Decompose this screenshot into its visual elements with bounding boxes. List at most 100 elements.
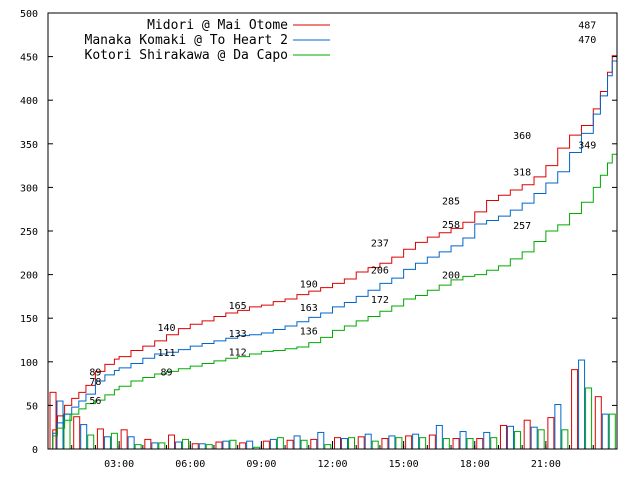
y-tick-label: 0 xyxy=(32,445,38,456)
hourly-bar xyxy=(388,435,396,450)
hourly-bar xyxy=(198,443,206,450)
hourly-bar xyxy=(80,424,88,450)
hourly-bar xyxy=(87,434,95,450)
point-label: 200 xyxy=(442,271,460,282)
point-label: 190 xyxy=(300,279,318,290)
x-tick-label: 12:00 xyxy=(317,459,347,470)
hourly-bar xyxy=(341,438,348,450)
series-line xyxy=(48,144,618,450)
hourly-bar xyxy=(459,431,467,450)
hourly-bar xyxy=(357,436,365,450)
hourly-bar xyxy=(317,431,325,450)
y-tick-label: 350 xyxy=(20,140,38,151)
hourly-bar xyxy=(428,434,436,450)
hourly-bar xyxy=(476,438,484,450)
hourly-bar xyxy=(585,387,593,450)
y-tick-label: 200 xyxy=(20,271,38,282)
hourly-bar xyxy=(513,431,521,450)
point-label: 111 xyxy=(158,348,176,359)
series-line xyxy=(48,39,618,450)
plot-frame xyxy=(47,12,618,450)
point-label: 237 xyxy=(371,238,389,249)
hourly-bar xyxy=(435,424,443,450)
hourly-bar xyxy=(134,444,142,450)
hourly-bar xyxy=(499,424,507,450)
hourly-bar xyxy=(405,435,413,450)
point-label: 487 xyxy=(578,20,596,31)
hourly-bar xyxy=(120,429,128,450)
hourly-bar xyxy=(222,440,230,450)
hourly-bar xyxy=(578,359,586,450)
point-label: 89 xyxy=(161,367,173,378)
y-tick-label: 100 xyxy=(20,358,38,369)
hourly-bar xyxy=(110,432,118,450)
hourly-bar xyxy=(205,444,213,450)
cumulative-lines xyxy=(48,24,618,450)
hourly-bar xyxy=(348,437,355,450)
x-tick-label: 15:00 xyxy=(389,459,419,470)
y-tick-label: 50 xyxy=(26,401,38,412)
point-label: 140 xyxy=(158,323,176,334)
x-tick-label: 18:00 xyxy=(460,459,490,470)
legend-label: Midori @ Mai Otome xyxy=(147,18,288,33)
hourly-bar xyxy=(246,440,254,450)
point-label: 165 xyxy=(229,301,247,312)
hourly-bar xyxy=(215,441,223,450)
hourly-bar xyxy=(594,396,602,450)
hourly-bar xyxy=(547,417,555,450)
hourly-bar xyxy=(269,438,277,450)
point-label: 172 xyxy=(371,295,389,306)
hourly-bar xyxy=(419,437,427,450)
point-label: 257 xyxy=(513,221,531,232)
y-tick-label: 450 xyxy=(20,53,38,64)
hourly-bar xyxy=(73,416,81,450)
x-tick-label: 21:00 xyxy=(531,459,561,470)
hourly-bar xyxy=(530,426,538,450)
y-tick-label: 250 xyxy=(20,227,38,238)
hourly-bar xyxy=(191,443,199,450)
point-label: 112 xyxy=(229,347,247,358)
hourly-bar xyxy=(144,438,152,450)
hourly-bar xyxy=(571,369,579,450)
point-label: 318 xyxy=(513,168,531,179)
point-label: 349 xyxy=(578,141,596,152)
hourly-bar xyxy=(158,442,166,450)
x-tick-label: 09:00 xyxy=(246,459,276,470)
hourly-bar xyxy=(537,429,545,450)
hourly-bar xyxy=(286,439,294,450)
hourly-bar xyxy=(276,437,284,450)
point-label: 470 xyxy=(578,35,596,46)
series-line xyxy=(48,24,618,450)
hourly-bar xyxy=(229,439,237,450)
hourly-bar xyxy=(554,404,562,450)
point-label: 78 xyxy=(89,377,101,388)
hourly-bar xyxy=(371,440,379,450)
hourly-bar xyxy=(412,433,420,450)
hourly-bar xyxy=(364,433,372,450)
hourly-bar xyxy=(239,442,247,450)
x-tick-label: 06:00 xyxy=(175,459,205,470)
point-label: 258 xyxy=(442,220,460,231)
point-label: 360 xyxy=(513,131,531,142)
hourly-bar xyxy=(151,442,159,450)
y-tick-label: 400 xyxy=(20,96,38,107)
hourly-bar xyxy=(300,439,308,450)
point-label: 285 xyxy=(442,196,460,207)
hourly-bar xyxy=(324,444,332,450)
hourly-bar xyxy=(127,436,135,450)
y-tick-label: 300 xyxy=(20,183,38,194)
hourly-bars xyxy=(49,359,616,450)
x-tick-label: 03:00 xyxy=(104,459,134,470)
hourly-bar xyxy=(523,419,531,450)
hourly-bar xyxy=(175,441,183,450)
point-label: 56 xyxy=(89,396,101,407)
point-label: 206 xyxy=(371,265,389,276)
hourly-bar xyxy=(452,438,460,450)
hourly-bar xyxy=(608,413,616,450)
point-label: 163 xyxy=(300,303,318,314)
hourly-bar xyxy=(262,440,270,450)
point-label: 136 xyxy=(300,326,318,337)
hourly-bar xyxy=(381,438,389,450)
